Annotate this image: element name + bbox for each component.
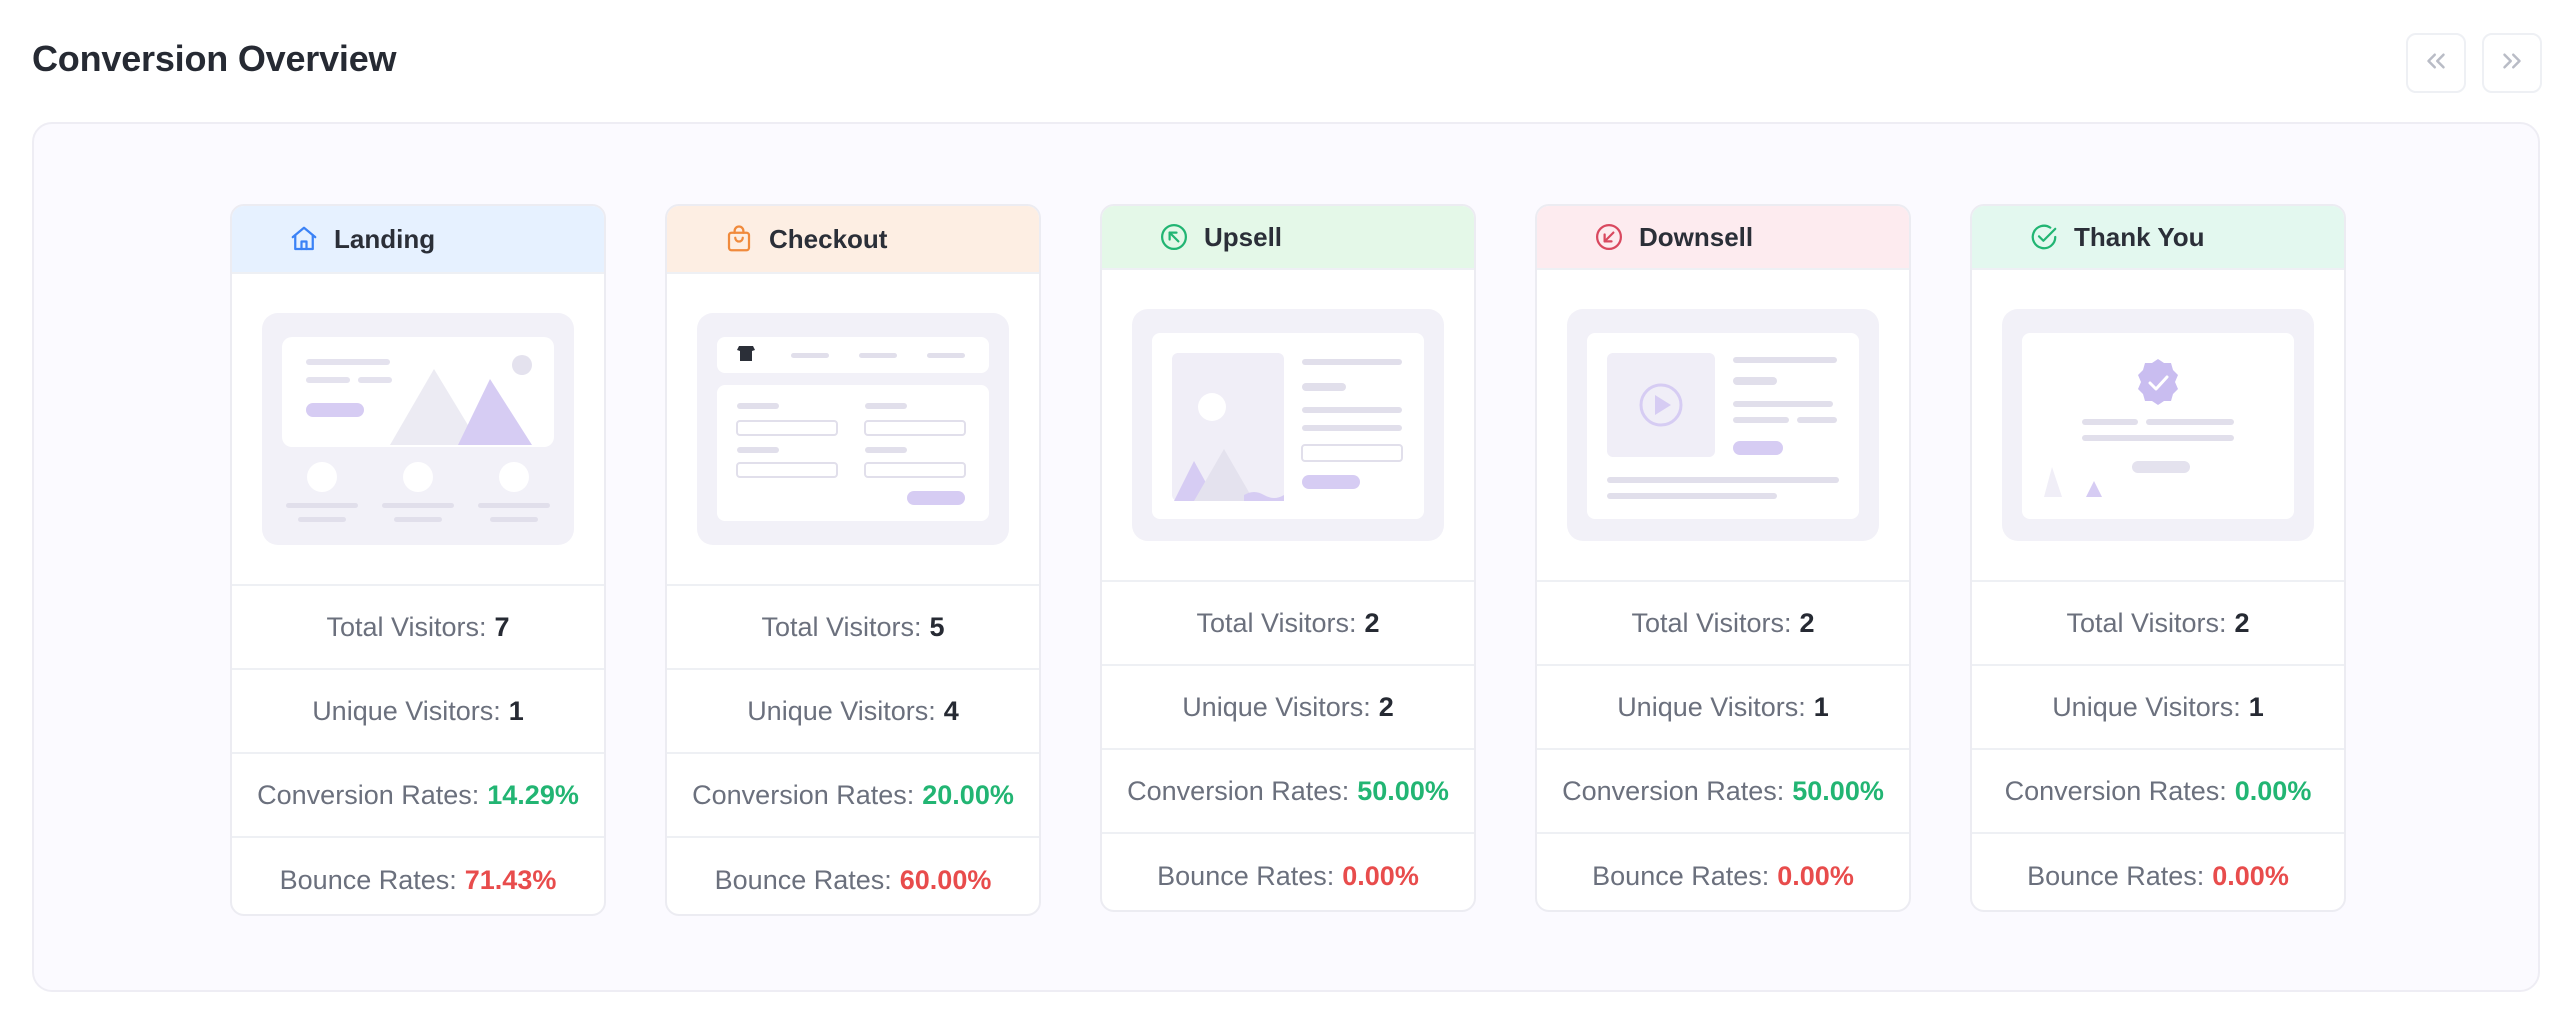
unique-visitors: Unique Visitors: 1: [1972, 666, 2344, 750]
home-icon: [288, 223, 320, 255]
unique-visitors: Unique Visitors: 2: [1102, 666, 1474, 750]
check-circle-icon: [2028, 221, 2060, 253]
card-header: Upsell: [1102, 206, 1474, 270]
unique-visitors: Unique Visitors: 4: [667, 670, 1039, 754]
step-name: Thank You: [2074, 221, 2205, 252]
conversion-rate: Conversion Rates: 14.29%: [232, 754, 604, 838]
step-name: Checkout: [769, 223, 888, 254]
step-card-upsell[interactable]: Upsell Total Visi: [1100, 204, 1476, 912]
page-title: Conversion Overview: [32, 38, 397, 79]
conversion-rate: Conversion Rates: 0.00%: [1972, 750, 2344, 834]
chevrons-right-icon: [2497, 46, 2527, 81]
total-visitors: Total Visitors: 2: [1537, 582, 1909, 666]
previous-button[interactable]: [2406, 33, 2466, 93]
shopping-bag-icon: [723, 223, 755, 255]
downsell-page-preview: [1567, 309, 1879, 541]
landing-page-preview: [262, 313, 574, 545]
total-visitors: Total Visitors: 2: [1972, 582, 2344, 666]
bounce-rate: Bounce Rates: 71.43%: [279, 864, 557, 895]
card-header: Landing: [232, 206, 604, 274]
card-header: Checkout: [667, 206, 1039, 274]
step-name: Landing: [334, 223, 436, 254]
step-card-downsell[interactable]: Downsell Total Vi: [1535, 204, 1911, 912]
step-name: Upsell: [1204, 221, 1283, 252]
bounce-rate: Bounce Rates: 0.00%: [2027, 860, 2289, 891]
total-visitors: Total Visitors: 2: [1102, 582, 1474, 666]
step-card-thank-you[interactable]: Thank You Total Visitors: 2 Unique Visito…: [1970, 204, 2346, 912]
checkout-page-preview: [697, 313, 1009, 545]
card-header: Thank You: [1972, 206, 2344, 270]
thank-you-page-preview: [2002, 309, 2314, 541]
step-card-landing[interactable]: Landing: [230, 204, 606, 916]
card-header: Downsell: [1537, 206, 1909, 270]
bounce-rate: Bounce Rates: 60.00%: [714, 864, 992, 895]
conversion-rate: Conversion Rates: 50.00%: [1537, 750, 1909, 834]
conversion-rate: Conversion Rates: 20.00%: [667, 754, 1039, 838]
next-button[interactable]: [2482, 33, 2542, 93]
step-name: Downsell: [1639, 221, 1754, 252]
bounce-rate: Bounce Rates: 0.00%: [1592, 860, 1854, 891]
upsell-page-preview: [1132, 309, 1444, 541]
step-card-checkout[interactable]: Checkout: [665, 204, 1041, 916]
unique-visitors: Unique Visitors: 1: [232, 670, 604, 754]
total-visitors: Total Visitors: 5: [667, 586, 1039, 670]
arrow-down-left-circle-icon: [1593, 221, 1625, 253]
conversion-rate: Conversion Rates: 50.00%: [1102, 750, 1474, 834]
arrow-up-left-circle-icon: [1158, 221, 1190, 253]
conversion-panel: Landing: [32, 122, 2540, 992]
unique-visitors: Unique Visitors: 1: [1537, 666, 1909, 750]
total-visitors: Total Visitors: 7: [232, 586, 604, 670]
chevrons-left-icon: [2421, 46, 2451, 81]
bounce-rate: Bounce Rates: 0.00%: [1157, 860, 1419, 891]
